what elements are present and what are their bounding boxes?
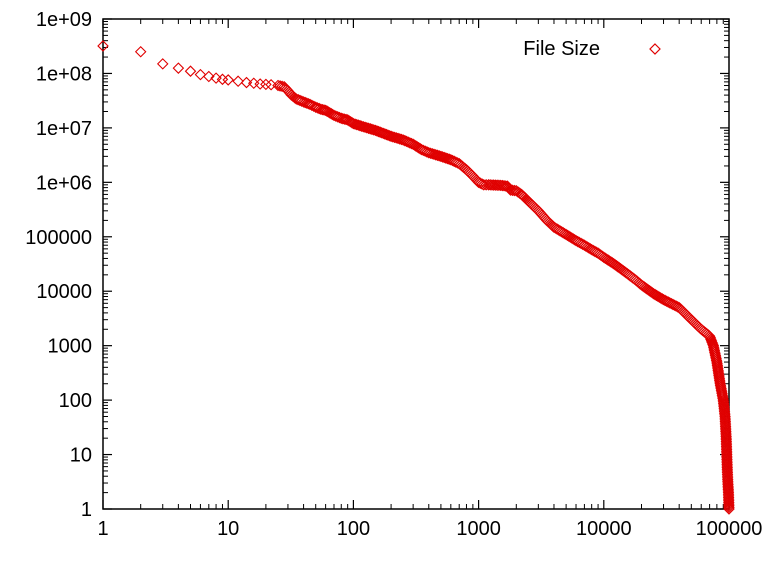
data-point-interp <box>419 145 431 157</box>
plot-frame <box>102 18 730 510</box>
data-point <box>97 40 109 52</box>
data-point-interp <box>493 179 505 192</box>
x-tick-label: 10 <box>217 518 239 540</box>
legend-label-file-size: File Size <box>523 38 600 60</box>
data-point <box>494 179 507 192</box>
data-point-interp <box>721 466 734 479</box>
data-point <box>156 58 169 70</box>
data-point <box>717 394 730 406</box>
data-point <box>203 70 215 83</box>
data-point <box>265 78 277 91</box>
x-tick-label: 100 <box>337 518 370 540</box>
legend: File Size <box>523 38 661 60</box>
x-axis: 1 10 100 1000 10000 100000 <box>97 19 762 540</box>
data-point <box>472 176 485 189</box>
data-point <box>703 330 716 342</box>
data-point-interp <box>717 397 730 410</box>
data-point <box>210 72 222 84</box>
data-point-interp <box>718 402 730 415</box>
data-point <box>415 143 428 156</box>
data-point-interp <box>718 404 731 416</box>
data-point-interp <box>722 495 735 507</box>
data-point-interp <box>450 156 462 168</box>
data-point <box>232 75 244 87</box>
data-point <box>723 503 735 515</box>
data-point-interp <box>723 499 735 512</box>
data-point <box>172 62 185 74</box>
y-tick-label: 1e+06 <box>36 172 92 194</box>
data-point-interp <box>308 100 320 113</box>
y-tick-label: 100000 <box>25 227 92 249</box>
data-point <box>260 78 272 91</box>
data-point-interp <box>508 184 521 197</box>
data-point-interp <box>306 99 318 112</box>
y-tick-label: 1e+09 <box>36 9 92 31</box>
data-point-interp <box>474 177 487 189</box>
data-point <box>315 103 327 116</box>
data-point-interp <box>496 179 509 192</box>
data-point-interp <box>723 501 735 514</box>
x-tick-label: 100000 <box>696 518 763 540</box>
y-tick-label: 1 <box>81 499 92 521</box>
data-point-interp <box>292 93 304 106</box>
series-file-size <box>97 40 735 515</box>
data-point-interp <box>302 98 315 110</box>
legend-marker-file-size <box>649 43 661 55</box>
y-tick-label: 10000 <box>36 281 92 303</box>
y-tick-label: 10 <box>70 445 92 467</box>
y-tick-label: 1e+08 <box>36 63 92 85</box>
x-tick-label: 1000 <box>456 518 501 540</box>
data-point <box>194 68 207 81</box>
x-tick-label: 10000 <box>576 518 632 540</box>
y-tick-label: 1e+07 <box>36 118 92 140</box>
y-tick-label: 100 <box>59 390 92 412</box>
data-point-interp <box>276 80 288 93</box>
x-tick-label: 1 <box>97 518 108 540</box>
data-point-interp <box>723 496 735 509</box>
data-point <box>134 46 147 58</box>
data-point-interp <box>723 498 735 510</box>
data-point <box>721 465 734 477</box>
data-point-interp <box>717 395 730 408</box>
data-point <box>304 98 316 111</box>
data-point <box>240 76 253 89</box>
data-point <box>328 109 340 122</box>
data-point-interp <box>717 392 729 405</box>
data-point <box>184 65 197 77</box>
data-point-interp <box>274 80 286 92</box>
data-point-interp <box>330 110 342 122</box>
y-axis: 1 10 100 1000 10000 100000 1e+06 1e+07 1e+08 1e+0… <box>25 9 729 521</box>
data-point-interp <box>417 144 430 157</box>
data-point-interp <box>718 400 730 413</box>
data-point <box>222 74 234 86</box>
y-tick-label: 1000 <box>48 336 93 358</box>
data-point-interp <box>451 157 464 169</box>
data-point-interp <box>705 333 717 346</box>
data-point-interp <box>718 399 730 411</box>
data-point-interp <box>704 331 717 344</box>
data-point <box>290 93 303 105</box>
